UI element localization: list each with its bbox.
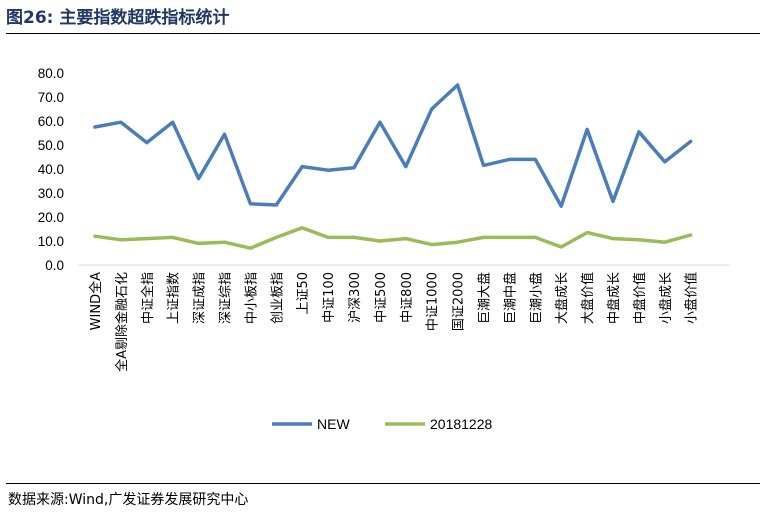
data-point: [560, 245, 563, 249]
data-point: [275, 203, 278, 207]
legend-label: 20181228: [430, 416, 493, 432]
x-tick-label: 中盘成长: [606, 272, 622, 324]
data-point: [326, 169, 330, 172]
data-point: [326, 236, 330, 239]
data-point: [301, 165, 304, 168]
x-tick-label: 中证100: [322, 272, 337, 323]
y-tick-label: 40.0: [38, 162, 64, 177]
data-point: [171, 121, 174, 124]
data-point: [611, 200, 615, 203]
data-point: [404, 237, 407, 240]
chart-legend: NEW 20181228: [272, 416, 493, 432]
y-tick-label: 50.0: [38, 138, 64, 153]
x-tick-label: 巨潮大盘: [477, 272, 493, 324]
series-line: [93, 83, 693, 208]
data-point: [93, 125, 97, 129]
data-point: [119, 238, 123, 241]
y-tick-label: 80.0: [38, 66, 64, 81]
x-tick-label: WIND全A: [88, 272, 104, 330]
data-point: [689, 233, 692, 237]
x-tick-label: 中盘价值: [632, 272, 648, 324]
data-point: [197, 242, 200, 245]
data-point: [482, 236, 485, 239]
data-point: [689, 140, 692, 143]
data-point: [404, 165, 407, 168]
data-point: [197, 177, 200, 180]
x-tick-label: 小盘价值: [684, 272, 700, 324]
data-point: [378, 121, 382, 124]
y-tick-label: 20.0: [38, 210, 64, 225]
data-point: [352, 166, 356, 169]
y-tick-label: 30.0: [38, 186, 64, 201]
data-point: [663, 160, 666, 163]
series-20181228: [93, 226, 693, 250]
y-tick-label: 70.0: [38, 90, 64, 105]
data-point: [585, 231, 589, 234]
series-new: [93, 83, 693, 208]
series-line: [93, 226, 693, 250]
line-chart: 0.0 10.0 20.0 30.0 40.0 50.0 60.0 70.0 80.0 WIND…: [38, 66, 730, 432]
x-tick-label: 创业板指: [270, 272, 285, 324]
x-tick-label: 中证1000: [426, 272, 441, 331]
legend-label: NEW: [317, 416, 350, 432]
data-point: [508, 236, 511, 239]
data-point: [301, 226, 304, 229]
x-axis: WIND全A 全A剔除金融石化 中证全指 上证指数 深证成指 深证综指 中小板指 创业板指 上证…: [78, 264, 730, 372]
data-point: [534, 158, 537, 161]
data-point: [430, 243, 433, 246]
x-tick-label: 沪深300: [347, 272, 363, 323]
x-tick-label: 中小板指: [244, 272, 259, 324]
data-point: [93, 235, 97, 238]
data-point: [456, 83, 459, 87]
data-point: [145, 237, 148, 240]
x-tick-label: 大盘价值: [580, 272, 596, 324]
x-tick-label: 全A剔除金融石化: [114, 272, 130, 372]
data-point: [223, 241, 226, 244]
x-tick-label: 大盘成长: [554, 272, 570, 324]
data-point: [171, 236, 174, 239]
data-point: [508, 158, 511, 161]
data-point: [637, 130, 641, 133]
data-point: [145, 141, 148, 144]
x-tick-label: 中证500: [374, 272, 389, 323]
data-point: [223, 133, 226, 136]
x-tick-label: 深证成指: [193, 272, 208, 324]
x-tick-label: 深证综指: [219, 272, 234, 324]
x-tick-label: 上证指数: [167, 272, 182, 324]
source-note: 数据来源:Wind,广发证券发展研究中心: [8, 492, 249, 508]
data-point: [249, 247, 252, 250]
legend-item: NEW: [272, 416, 350, 432]
chart-series: [93, 83, 693, 250]
y-tick-label: 60.0: [38, 114, 64, 129]
data-point: [637, 238, 641, 241]
x-tick-label: 上证50: [296, 272, 311, 315]
data-point: [275, 236, 278, 239]
y-axis: 0.0 10.0 20.0 30.0 40.0 50.0 60.0 70.0 80.0: [38, 66, 64, 273]
data-point: [352, 236, 356, 239]
legend-item: 20181228: [385, 416, 493, 432]
title-rule: [6, 33, 760, 34]
x-tick-label: 中证800: [400, 272, 415, 323]
figure-title: 图26: 主要指数超跌指标统计: [6, 8, 230, 28]
data-point: [249, 202, 252, 205]
data-point: [119, 121, 123, 124]
x-tick-label: 巨潮中盘: [502, 272, 518, 324]
source-rule: [6, 483, 760, 484]
data-point: [430, 107, 433, 111]
data-point: [378, 239, 382, 243]
data-point: [663, 241, 666, 244]
data-point: [585, 128, 589, 131]
x-tick-label: 巨潮小盘: [528, 272, 544, 324]
x-tick-label: 国证2000: [452, 272, 467, 331]
y-tick-label: 0.0: [45, 258, 64, 273]
data-point: [534, 236, 537, 239]
x-tick-label: 小盘成长: [658, 272, 674, 324]
data-point: [611, 237, 615, 240]
x-tick-label: 中证全指: [140, 272, 156, 324]
y-tick-label: 10.0: [38, 234, 64, 249]
data-point: [456, 241, 459, 244]
data-point: [560, 205, 563, 208]
data-point: [482, 164, 485, 167]
